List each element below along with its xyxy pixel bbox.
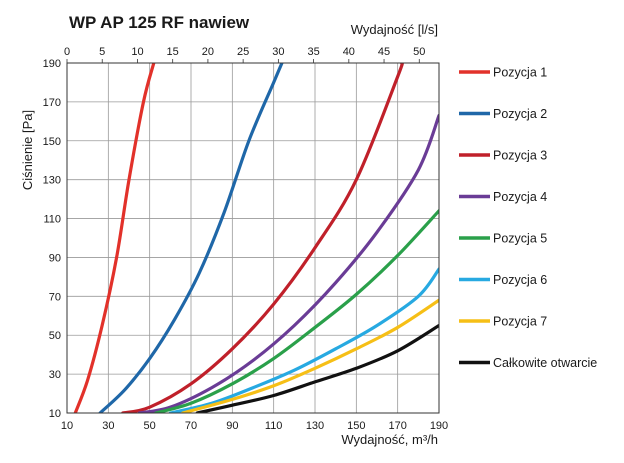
series-line-1	[73, 63, 156, 413]
top-tick-label: 40	[343, 46, 355, 58]
x-tick-label: 190	[430, 420, 448, 432]
x-tick-label: 110	[265, 420, 283, 432]
top-tick-label: 0	[64, 46, 70, 58]
top-tick-label: 30	[272, 46, 284, 58]
y-tick-label: 70	[49, 291, 61, 303]
top-tick-label: 10	[131, 46, 143, 58]
y-tick-label: 30	[49, 369, 61, 381]
x-tick-label: 30	[102, 420, 114, 432]
legend-label: Pozycja 6	[493, 273, 547, 287]
x-tick-label: 70	[185, 420, 197, 432]
top-tick-label: 35	[307, 46, 319, 58]
legend-label: Pozycja 4	[493, 190, 547, 204]
series-line-8	[195, 323, 439, 413]
legend-label: Pozycja 5	[493, 232, 547, 246]
series-line-7	[181, 298, 439, 413]
chart-title: WP AP 125 RF nawiew	[69, 13, 250, 32]
series-line-6	[168, 267, 439, 413]
series-group	[73, 63, 439, 413]
top-tick-label: 20	[202, 46, 214, 58]
top-tick-label: 25	[237, 46, 249, 58]
y-tick-label: 190	[43, 58, 61, 70]
legend-label: Pozycja 3	[493, 149, 547, 163]
top-tick-label: 15	[167, 46, 179, 58]
y-tick-label: 130	[43, 175, 61, 187]
series-line-4	[137, 113, 439, 413]
top-tick-label: 50	[413, 46, 425, 58]
series-line-2	[98, 63, 284, 413]
x-tick-label: 150	[347, 420, 365, 432]
legend-label: Całkowite otwarcie	[493, 356, 597, 370]
legend-label: Pozycja 7	[493, 315, 547, 329]
x-tick-label: 130	[306, 420, 324, 432]
plot-frame	[66, 62, 440, 414]
y-tick-label: 110	[43, 214, 61, 226]
x-tick-label: 90	[226, 420, 238, 432]
top-tick-label: 45	[378, 46, 390, 58]
legend-label: Pozycja 1	[493, 66, 547, 80]
x-axis-title: Wydajność, m³/h	[341, 432, 438, 447]
y-axis-title: Ciśnienie [Pa]	[20, 110, 35, 190]
y-tick-label: 10	[49, 408, 61, 420]
y-tick-label: 90	[49, 252, 61, 264]
legend-label: Pozycja 2	[493, 107, 547, 121]
x-tick-label: 10	[61, 420, 73, 432]
top-axis-title: Wydajność [l/s]	[351, 22, 438, 37]
x-tick-label: 50	[144, 420, 156, 432]
y-tick-label: 50	[49, 330, 61, 342]
tick-labels: 10 30 50 70 90 110 130 150 170 190103050709011013…	[43, 46, 449, 432]
x-tick-label: 170	[388, 420, 406, 432]
y-tick-label: 170	[43, 97, 61, 109]
top-tick-label: 5	[99, 46, 105, 58]
series-line-3	[121, 63, 404, 413]
y-tick-label: 150	[43, 136, 61, 148]
series-line-5	[154, 209, 439, 413]
legend: Pozycja 1 Pozycja 2 Pozycja 3 Pozycja 4 Pozy…	[459, 66, 597, 370]
